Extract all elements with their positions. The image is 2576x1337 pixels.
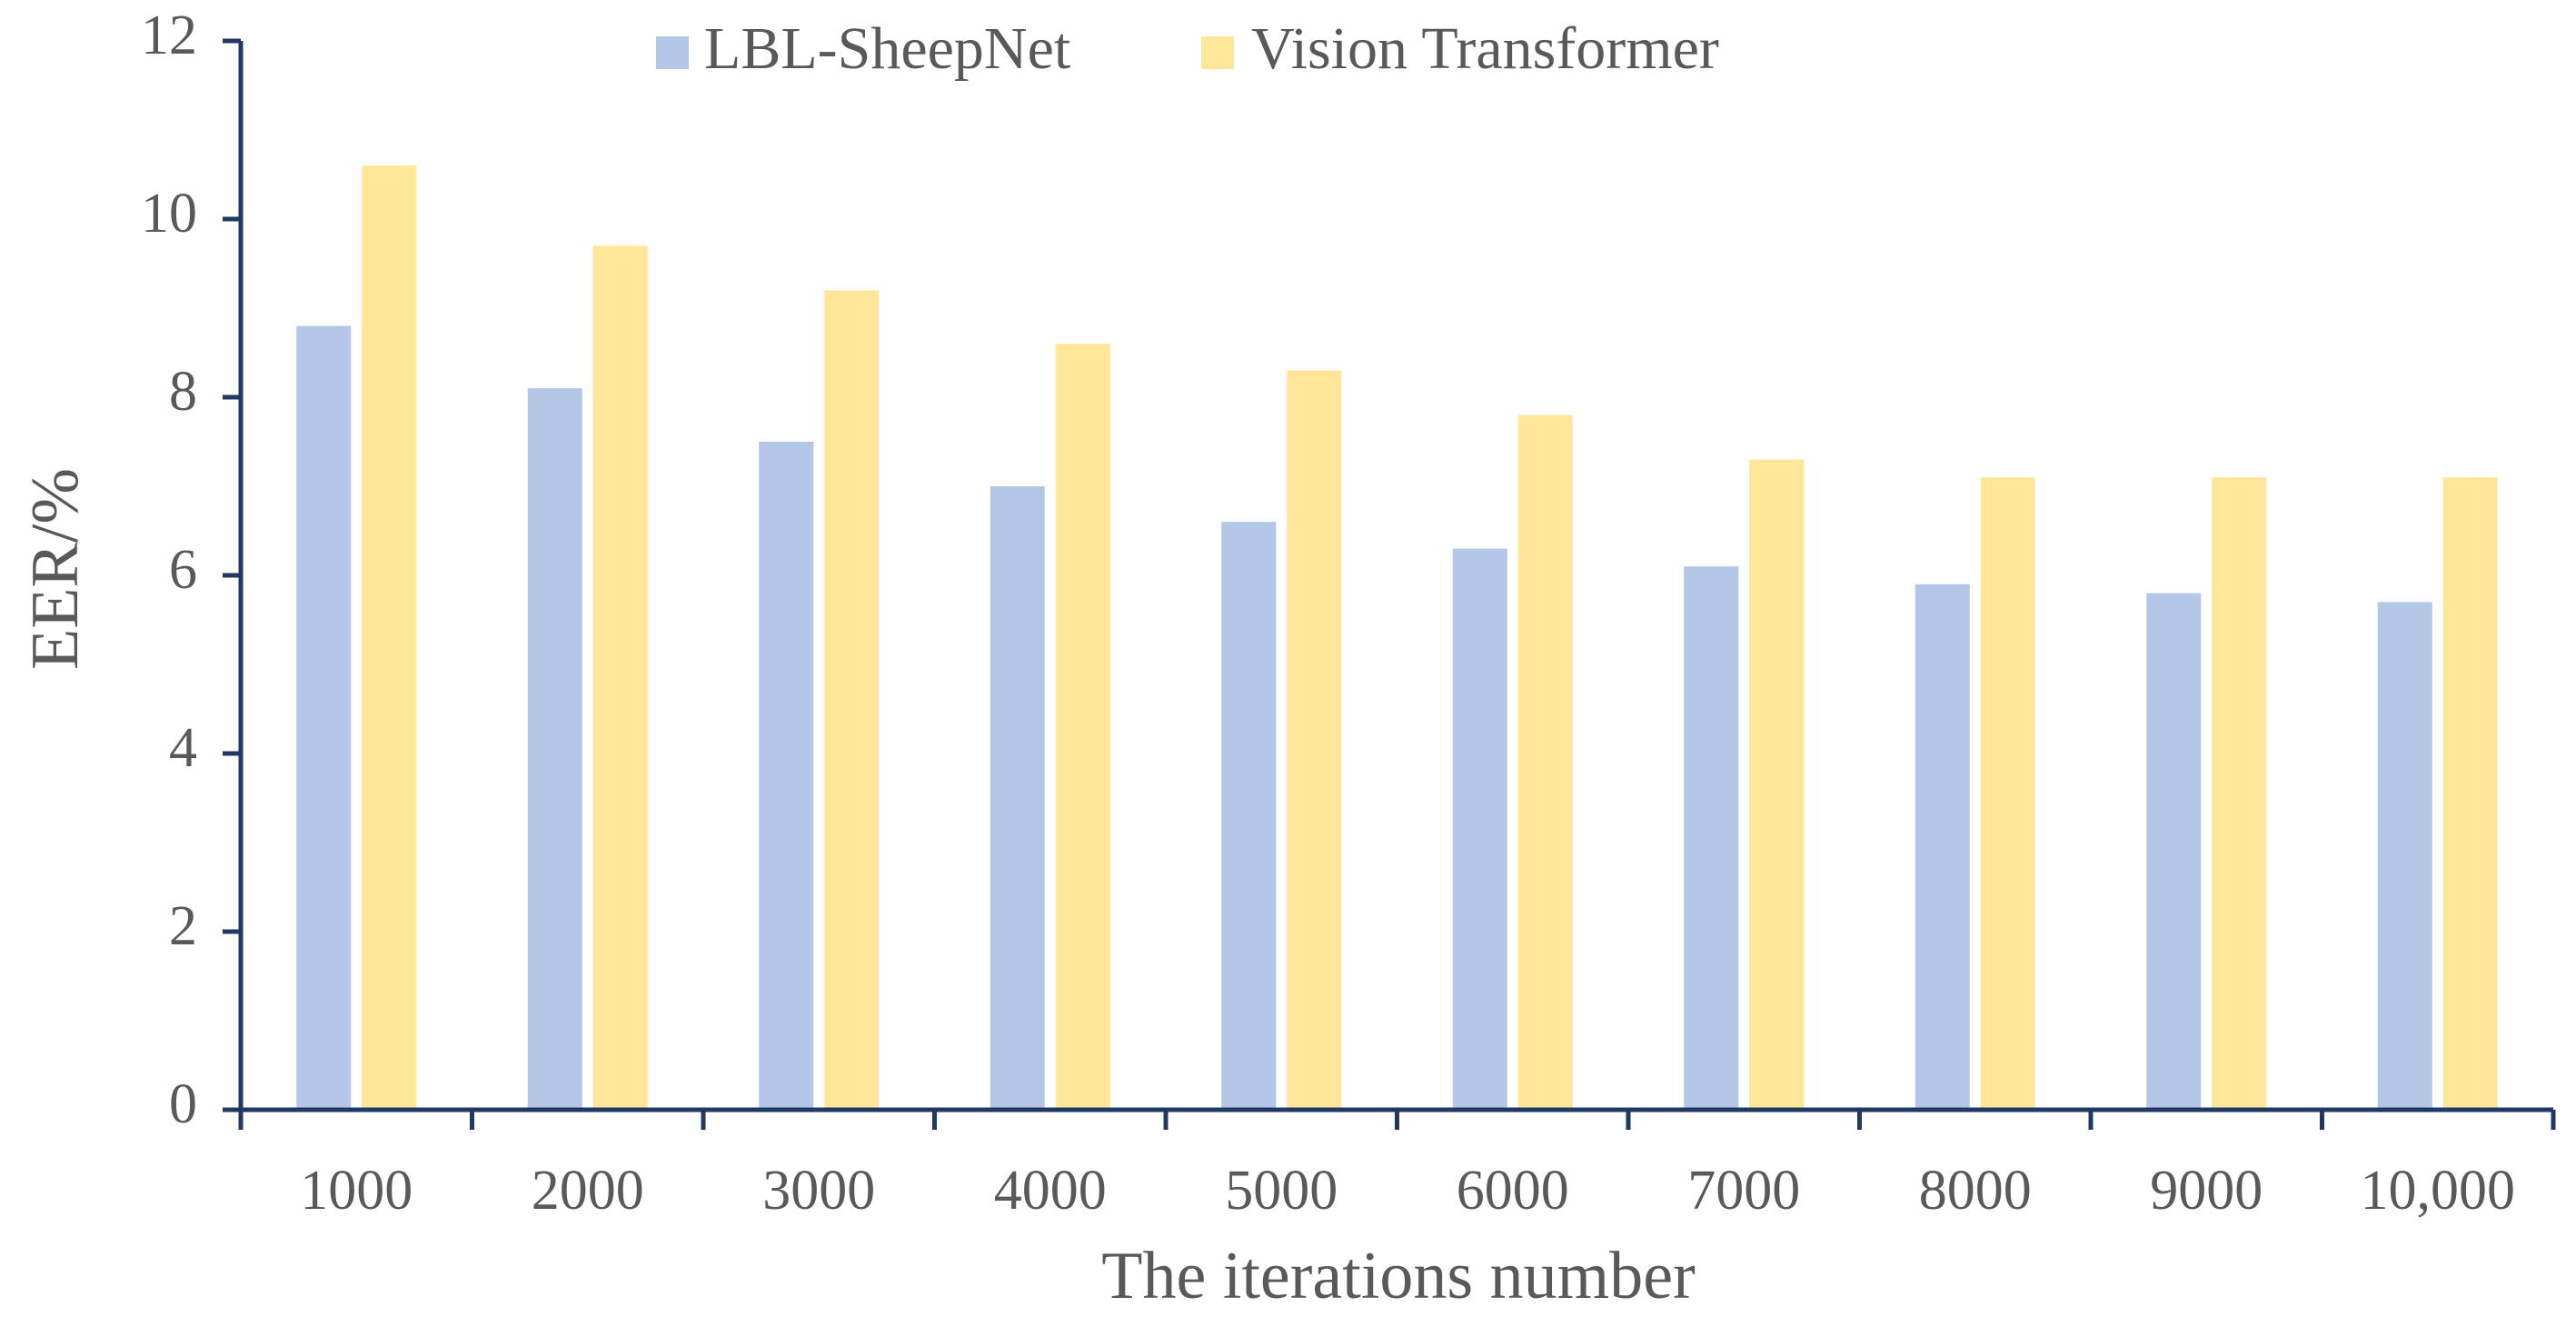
bar-vision-transformer-3000	[824, 290, 880, 1110]
bar-lbl-sheepnet-3000	[759, 442, 814, 1110]
y-tick-label-12: 12	[141, 5, 197, 66]
bar-lbl-sheepnet-4000	[990, 486, 1045, 1110]
x-tick-label-2000: 2000	[532, 1160, 644, 1222]
bar-lbl-sheepnet-10000	[2377, 602, 2432, 1110]
legend-swatch-lbl-sheepnet	[656, 36, 689, 69]
x-tick-label-8000: 8000	[1919, 1160, 2032, 1222]
bar-lbl-sheepnet-6000	[1452, 548, 1507, 1110]
legend-label-vision-transformer: Vision Transformer	[1251, 15, 1719, 82]
x-tick-label-6000: 6000	[1457, 1160, 1569, 1222]
legend: LBL-SheepNet Vision Transformer	[656, 15, 1719, 82]
x-tick-label-10000: 10,000	[2361, 1160, 2516, 1222]
bar-vision-transformer-1000	[362, 165, 417, 1111]
bar-lbl-sheepnet-2000	[527, 388, 582, 1110]
legend-swatch-vision-transformer	[1201, 36, 1234, 69]
bar-vision-transformer-8000	[1980, 477, 2035, 1110]
y-axis-title: EER/%	[18, 468, 93, 670]
bar-lbl-sheepnet-8000	[1915, 584, 1970, 1110]
bar-lbl-sheepnet-1000	[296, 325, 352, 1111]
y-tick-label-10: 10	[141, 183, 197, 244]
bar-vision-transformer-4000	[1055, 344, 1110, 1110]
x-tick-label-5000: 5000	[1225, 1160, 1338, 1222]
y-tick-label-4: 4	[169, 717, 197, 779]
x-axis-title: The iterations number	[1101, 1239, 1695, 1313]
x-tick-label-9000: 9000	[2150, 1160, 2263, 1222]
axes	[238, 41, 2553, 1113]
bar-vision-transformer-5000	[1287, 370, 1342, 1111]
y-tick-label-2: 2	[169, 895, 197, 957]
bar-lbl-sheepnet-7000	[1684, 566, 1739, 1110]
bar-vision-transformer-9000	[2212, 477, 2267, 1110]
bar-vision-transformer-2000	[592, 245, 648, 1110]
x-tick-label-7000: 7000	[1687, 1160, 1800, 1222]
legend-label-lbl-sheepnet: LBL-SheepNet	[704, 15, 1070, 82]
x-tick-label-3000: 3000	[762, 1160, 875, 1222]
bar-vision-transformer-7000	[1749, 459, 1805, 1111]
bar-vision-transformer-10000	[2442, 477, 2498, 1110]
bars	[296, 165, 2498, 1111]
bar-lbl-sheepnet-5000	[1221, 522, 1277, 1110]
x-tick-label-4000: 4000	[994, 1160, 1107, 1222]
y-tick-label-6: 6	[169, 539, 197, 601]
bar-lbl-sheepnet-9000	[2146, 593, 2202, 1110]
x-tick-label-1000: 1000	[300, 1160, 413, 1222]
ticks: 0 2 4 6 8 10 12 1000 2000 3000 4000 5000 6000 7000 800…	[141, 5, 2556, 1222]
bar-vision-transformer-6000	[1517, 414, 1573, 1111]
y-tick-label-0: 0	[169, 1073, 197, 1135]
y-tick-label-8: 8	[169, 361, 197, 423]
